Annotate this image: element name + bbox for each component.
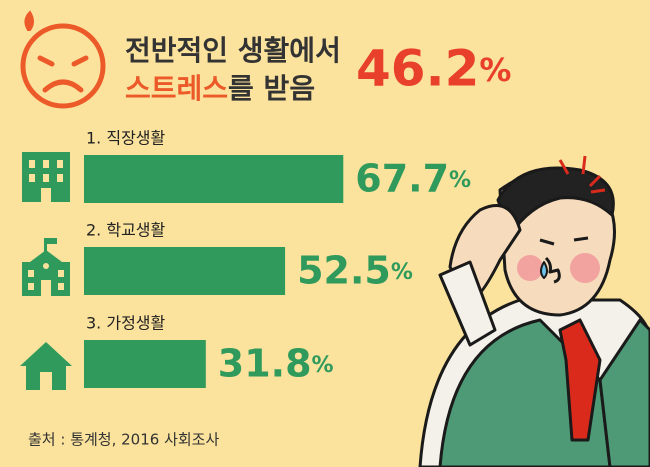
title-rest: 를 받음 xyxy=(228,72,315,105)
title-highlight: 스트레스 xyxy=(125,72,228,105)
unit-sign: % xyxy=(391,260,413,285)
bar xyxy=(84,247,286,295)
unit-sign: % xyxy=(312,353,334,378)
category-label: 2. 학교생활 xyxy=(86,221,166,240)
stress-face-icon xyxy=(20,10,106,109)
title-line1: 전반적인 생활에서 xyxy=(125,34,341,67)
school-icon xyxy=(22,238,70,296)
title-line2: 스트레스를 받음 xyxy=(125,72,315,105)
category-label: 1. 직장생활 xyxy=(86,129,166,148)
stressed-man-illustration xyxy=(418,155,650,467)
source-note: 출처 : 통계청, 2016 사회조사 xyxy=(28,431,219,449)
category-label: 3. 가정생활 xyxy=(86,314,166,333)
unit-sign: % xyxy=(449,168,471,193)
office-icon xyxy=(22,152,70,202)
bar xyxy=(84,155,344,203)
unit-sign: % xyxy=(479,51,511,89)
bar xyxy=(84,340,206,388)
house-icon xyxy=(20,342,72,390)
